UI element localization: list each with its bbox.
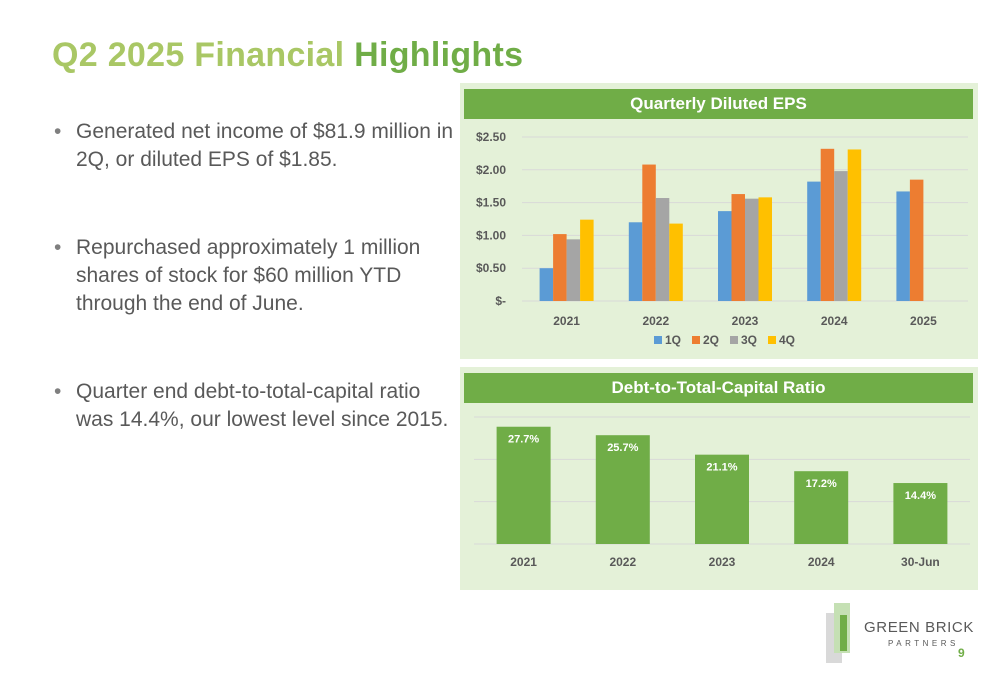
logo-name: GREEN BRICK xyxy=(864,619,974,636)
legend-label: 4Q xyxy=(779,333,795,347)
eps-chart-title: Quarterly Diluted EPS xyxy=(464,89,973,119)
x-tick-label: 30-Jun xyxy=(901,555,940,569)
bar-2q xyxy=(553,234,567,301)
data-label: 27.7% xyxy=(508,434,539,446)
bar xyxy=(496,426,551,544)
slide-title: Q2 2025 Financial Highlights xyxy=(52,36,523,75)
bullet-list: • Generated net income of $81.9 million … xyxy=(52,118,462,434)
x-tick-label: 2021 xyxy=(553,314,580,328)
data-label: 14.4% xyxy=(905,490,936,502)
debt-ratio-chart: 27.7% 2021 25.7% 2022 21.1% 2023 17.2% 2024 14.4… xyxy=(474,416,970,569)
x-tick-label: 2025 xyxy=(910,314,937,328)
bar-2q xyxy=(642,164,656,301)
bar-3q xyxy=(655,198,670,301)
legend-label: 1Q xyxy=(665,333,681,347)
legend-swatch xyxy=(692,336,700,344)
eps-chart-panel: Quarterly Diluted EPS $- $0.50 $1.00 $1.50 $… xyxy=(460,83,978,359)
data-label: 17.2% xyxy=(806,478,837,490)
bullet-text: Quarter end debt-to-total-capital ratio … xyxy=(76,380,449,431)
data-label: 25.7% xyxy=(607,442,638,454)
bar-2q xyxy=(820,148,835,301)
debt-ratio-chart-title: Debt-to-Total-Capital Ratio xyxy=(464,373,973,403)
bar-3q xyxy=(834,171,848,301)
bullet-text: Repurchased approximately 1 million shar… xyxy=(76,236,421,315)
bar-3q xyxy=(566,239,581,301)
bar-2q xyxy=(731,194,745,301)
y-tick-label: $2.50 xyxy=(476,130,506,144)
bullet-dot-icon: • xyxy=(54,120,62,143)
bar xyxy=(595,435,650,544)
bar-1q xyxy=(539,268,554,301)
logo-block-icon xyxy=(840,615,847,651)
debt-ratio-chart-panel: Debt-to-Total-Capital Ratio 27.7% 2021 25.… xyxy=(460,367,978,590)
bar-1q xyxy=(718,211,732,301)
bullet-dot-icon: • xyxy=(54,380,62,403)
title-part-highlights: Highlights xyxy=(354,36,524,74)
bar-2q xyxy=(909,179,924,301)
bar-4q xyxy=(758,197,772,301)
page-number: 9 xyxy=(958,646,965,660)
legend-swatch xyxy=(730,336,738,344)
x-tick-label: 2023 xyxy=(732,314,759,328)
bar-1q xyxy=(807,181,821,301)
bar-3q xyxy=(745,198,759,301)
x-tick-label: 2024 xyxy=(808,555,835,569)
bar xyxy=(794,471,849,544)
bullet-dot-icon: • xyxy=(54,236,62,259)
y-tick-label: $1.00 xyxy=(476,228,506,242)
x-tick-label: 2023 xyxy=(709,555,736,569)
bullet-net-income: • Generated net income of $81.9 million … xyxy=(52,118,462,174)
bar-4q xyxy=(580,219,594,301)
bullet-repurchase: • Repurchased approximately 1 million sh… xyxy=(52,234,462,318)
bar-4q xyxy=(847,149,862,301)
company-logo: GREEN BRICK PARTNERS xyxy=(826,603,986,665)
bar xyxy=(893,483,948,544)
title-part-financial: Q2 2025 Financial xyxy=(52,36,345,74)
bar-4q xyxy=(669,223,683,301)
legend-swatch xyxy=(654,336,662,344)
y-tick-label: $0.50 xyxy=(476,261,506,275)
eps-chart: $- $0.50 $1.00 $1.50 $2.00 $2.50 2021 2022 2023 2… xyxy=(476,130,968,347)
y-tick-label: $- xyxy=(495,294,506,308)
legend-label: 2Q xyxy=(703,333,719,347)
bullet-debt-ratio: • Quarter end debt-to-total-capital rati… xyxy=(52,378,462,434)
bar-1q xyxy=(628,222,643,301)
x-tick-label: 2024 xyxy=(821,314,848,328)
legend-swatch xyxy=(768,336,776,344)
bullet-text: Generated net income of $81.9 million in… xyxy=(76,120,454,171)
logo-subtitle: PARTNERS xyxy=(888,639,959,648)
x-tick-label: 2022 xyxy=(642,314,669,328)
bar-1q xyxy=(896,191,910,301)
x-tick-label: 2021 xyxy=(510,555,537,569)
x-tick-label: 2022 xyxy=(609,555,636,569)
legend-label: 3Q xyxy=(741,333,757,347)
y-tick-label: $1.50 xyxy=(476,196,506,210)
y-tick-label: $2.00 xyxy=(476,163,506,177)
bar xyxy=(695,454,749,544)
data-label: 21.1% xyxy=(706,462,737,474)
